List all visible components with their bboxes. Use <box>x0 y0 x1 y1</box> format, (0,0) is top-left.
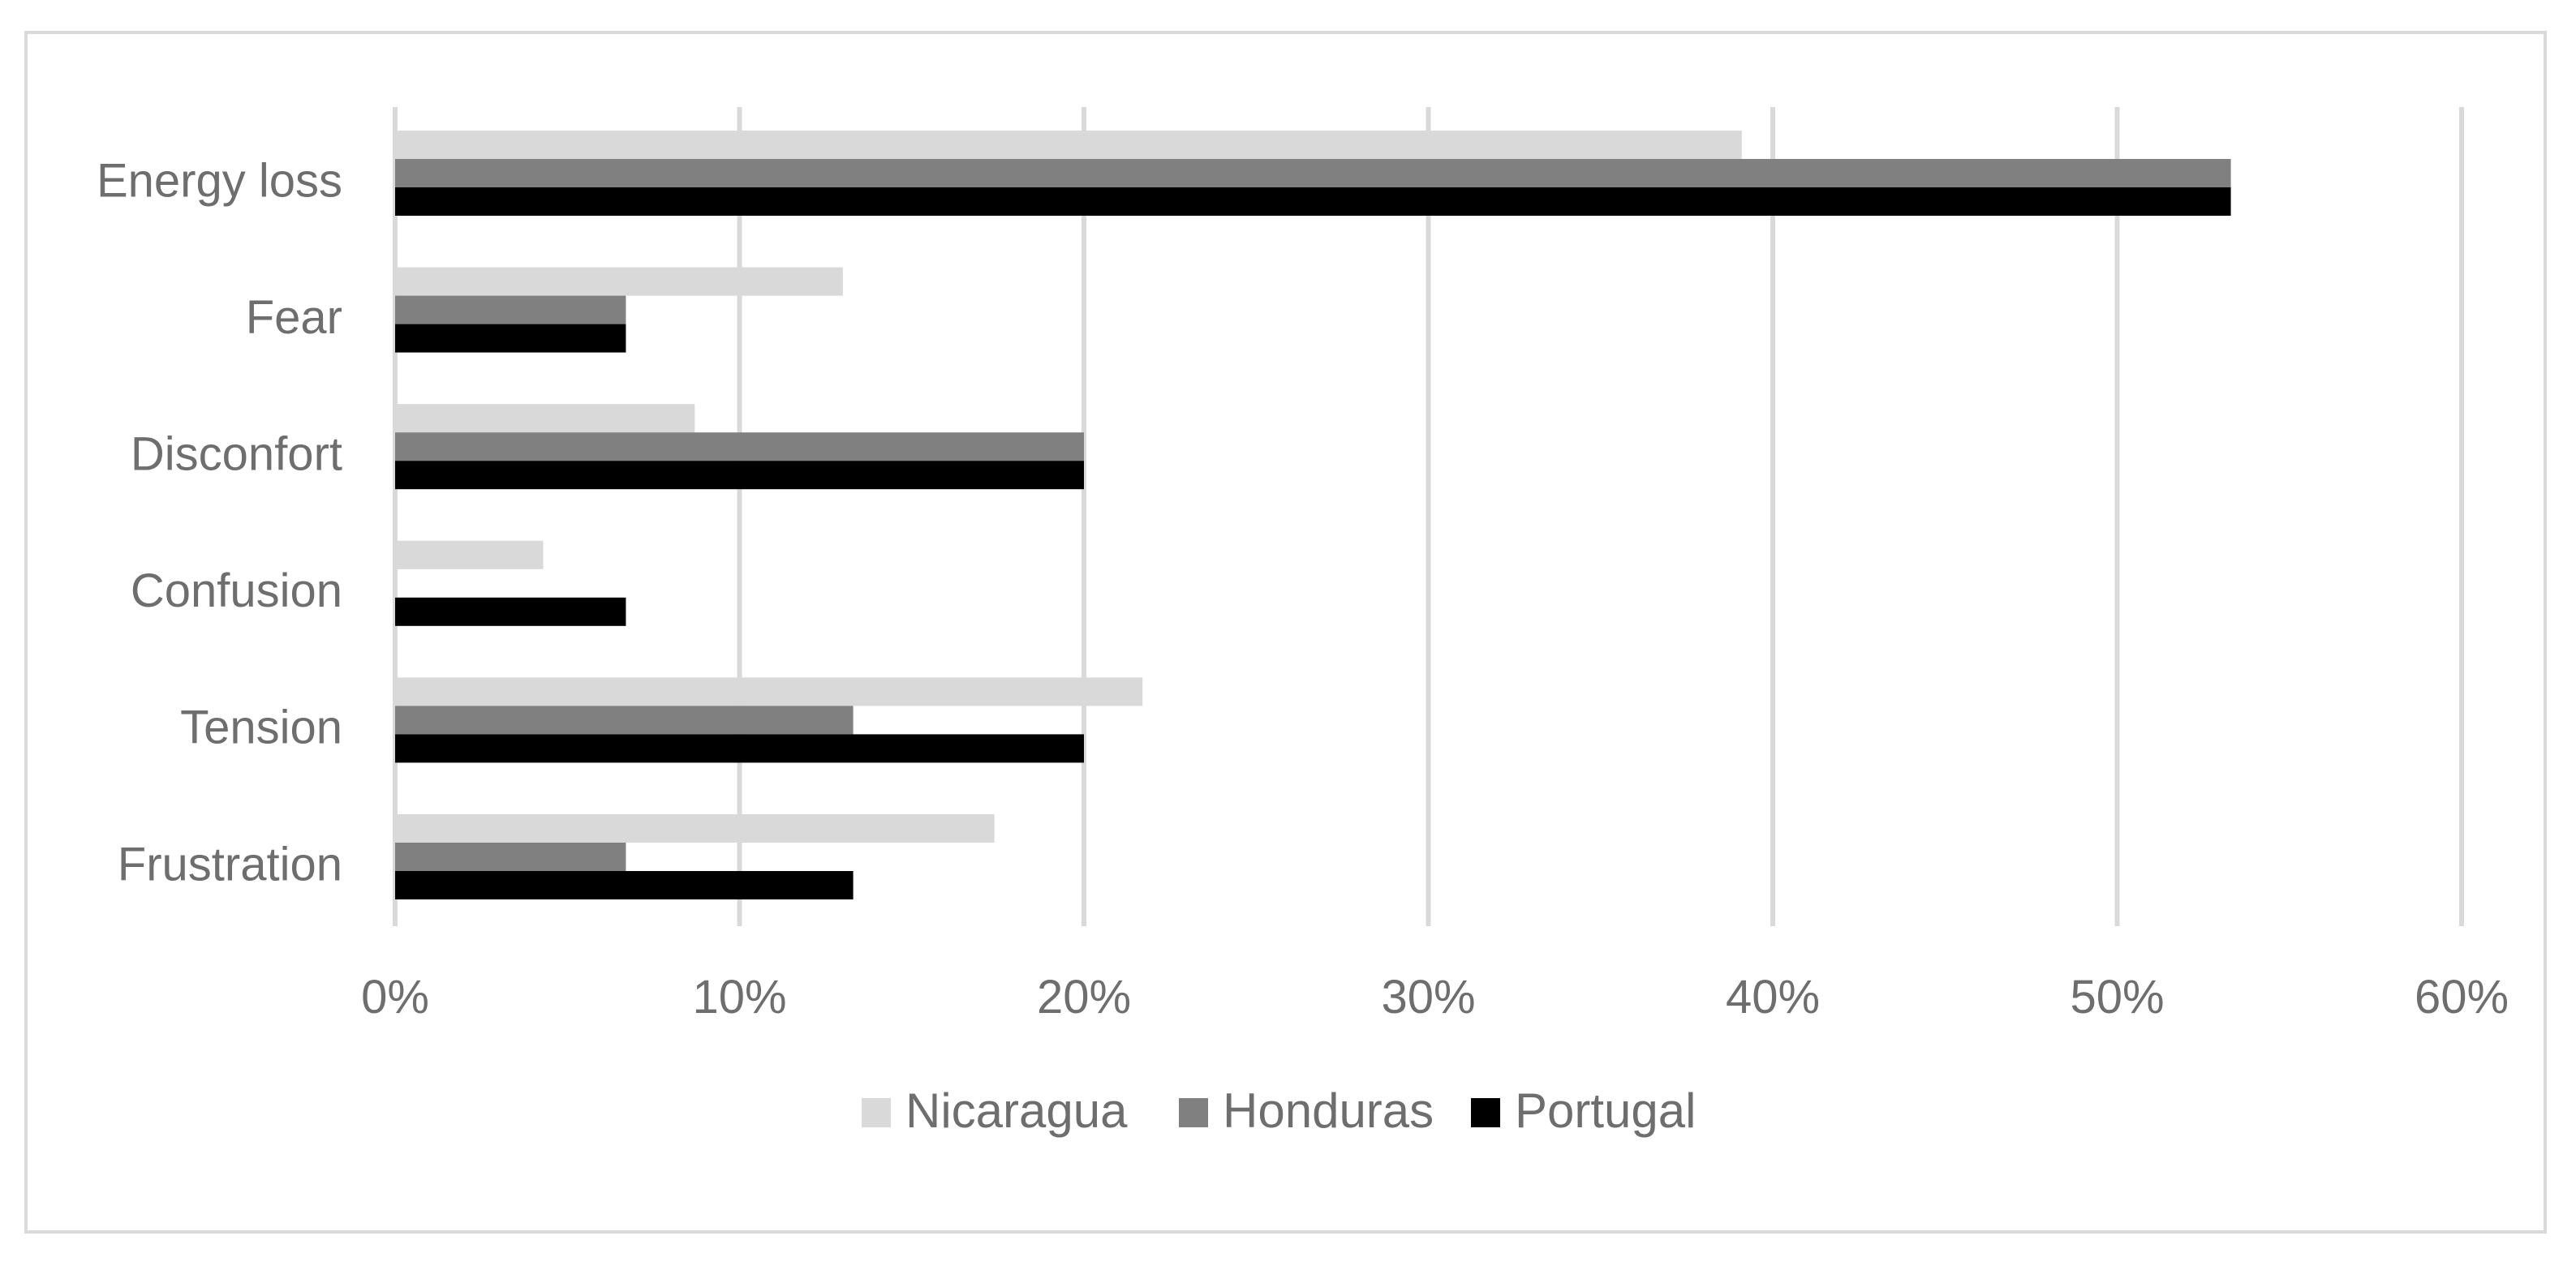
legend-swatch-honduras <box>1179 1098 1208 1127</box>
x-tick-label-60: 60% <box>2415 971 2509 1024</box>
x-tick-label-40: 40% <box>1726 971 1820 1024</box>
bar-portugal-confusion <box>395 597 626 626</box>
bar-honduras-fear <box>395 295 626 324</box>
category-labels: Energy loss Fear Disconfort Confusion Tensio… <box>97 154 342 890</box>
legend: Nicaragua Honduras Portugal <box>862 1084 1696 1138</box>
bar-portugal-tension <box>395 734 1084 763</box>
chart-frame: Energy loss Fear Disconfort Confusion Tensio… <box>24 31 2547 1234</box>
legend-label-portugal: Portugal <box>1515 1084 1696 1138</box>
legend-swatch-portugal <box>1471 1098 1500 1127</box>
x-tick-label-0: 0% <box>361 971 429 1024</box>
bar-portugal-frustration <box>395 871 854 899</box>
bar-portugal-disconfort <box>395 461 1084 490</box>
bar-honduras-frustration <box>395 843 626 871</box>
bar-honduras-tension <box>395 706 854 735</box>
x-tick-label-20: 20% <box>1037 971 1131 1024</box>
x-tick-label-10: 10% <box>692 971 786 1024</box>
bar-honduras-energy-loss <box>395 159 2231 187</box>
legend-item-portugal: Portugal <box>1471 1084 1696 1138</box>
gridlines <box>393 107 2464 926</box>
bars <box>395 131 2231 899</box>
bar-nicaragua-energy-loss <box>395 131 1742 159</box>
category-label-confusion: Confusion <box>131 564 342 617</box>
bar-nicaragua-confusion <box>395 540 544 569</box>
bar-nicaragua-tension <box>395 677 1143 706</box>
legend-swatch-nicaragua <box>862 1098 891 1127</box>
x-tick-label-30: 30% <box>1381 971 1475 1024</box>
bar-chart: Energy loss Fear Disconfort Confusion Tensio… <box>97 107 2509 1138</box>
bar-portugal-energy-loss <box>395 187 2231 216</box>
category-label-frustration: Frustration <box>118 838 342 890</box>
bar-nicaragua-fear <box>395 267 843 296</box>
legend-label-honduras: Honduras <box>1223 1084 1434 1138</box>
bar-portugal-fear <box>395 324 626 353</box>
legend-label-nicaragua: Nicaragua <box>905 1084 1128 1138</box>
bar-nicaragua-disconfort <box>395 404 695 433</box>
category-label-disconfort: Disconfort <box>131 428 342 481</box>
legend-item-honduras: Honduras <box>1179 1084 1434 1138</box>
category-label-tension: Tension <box>180 702 342 754</box>
legend-item-nicaragua: Nicaragua <box>862 1084 1128 1138</box>
category-label-fear: Fear <box>246 291 342 344</box>
bar-nicaragua-frustration <box>395 814 995 843</box>
bar-honduras-disconfort <box>395 432 1084 461</box>
x-axis-tick-labels: 0% 10% 20% 30% 40% 50% 60% <box>361 971 2509 1024</box>
category-label-energy-loss: Energy loss <box>97 154 342 207</box>
x-tick-label-50: 50% <box>2070 971 2164 1024</box>
